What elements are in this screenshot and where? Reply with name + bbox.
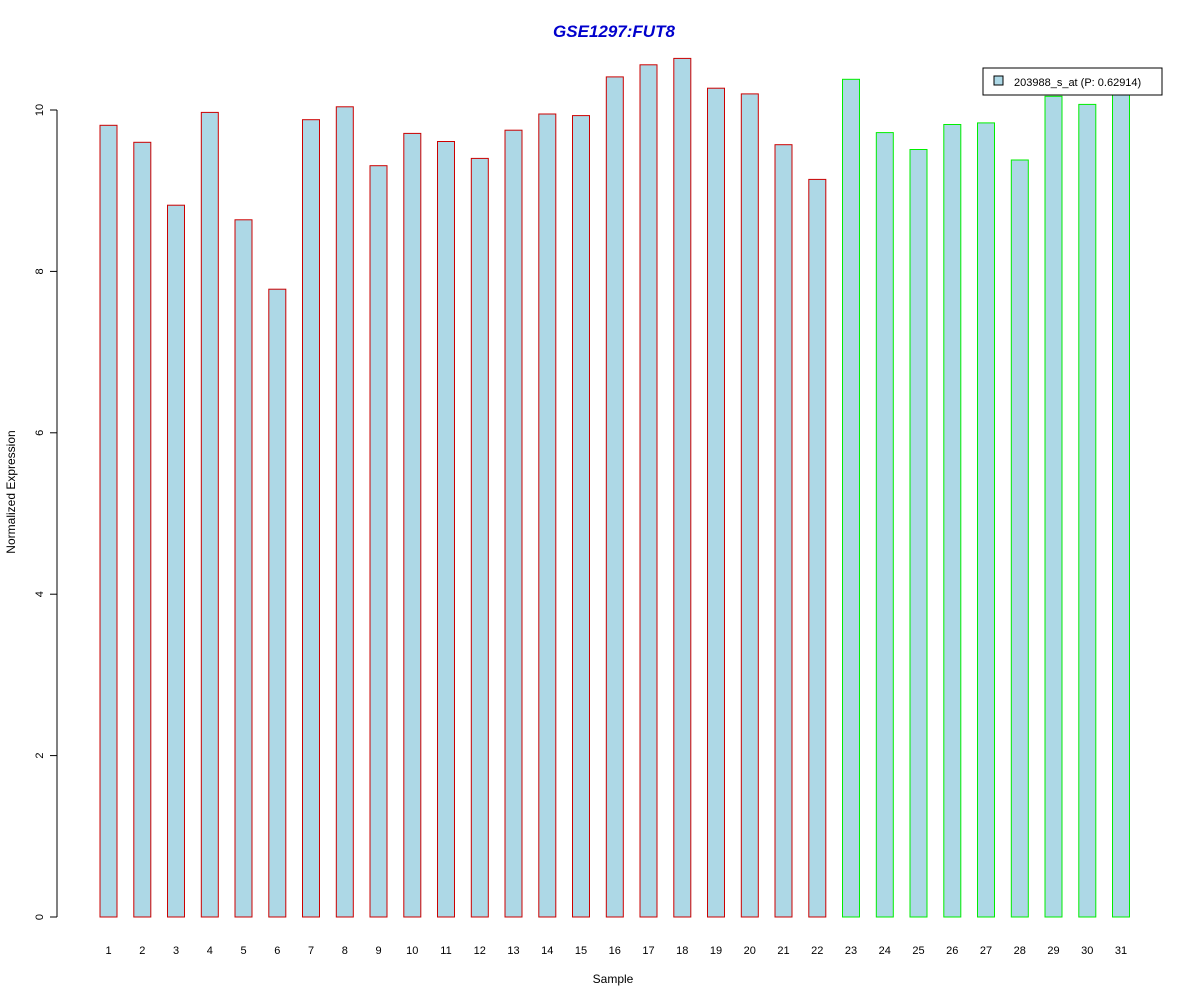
x-tick-label: 30 (1081, 945, 1093, 957)
bar-sample-11 (437, 141, 455, 918)
bar-sample-18 (673, 57, 692, 918)
x-tick-label: 24 (879, 945, 891, 957)
x-tick-label: 21 (777, 945, 789, 957)
x-tick-label: 11 (440, 945, 451, 957)
x-tick-label: 25 (912, 945, 924, 957)
x-tick-label: 20 (744, 945, 756, 957)
bar-sample-25 (909, 149, 928, 918)
x-tick-label: 13 (507, 945, 519, 957)
bar-sample-6 (268, 288, 287, 918)
x-tick-label: 19 (710, 945, 722, 957)
bar-sample-28 (1010, 159, 1029, 918)
x-tick-label: 7 (308, 945, 314, 957)
bar-sample-16 (605, 76, 624, 918)
legend-swatch (993, 75, 1004, 86)
x-tick-label: 2 (139, 945, 145, 957)
y-tick-label: 4 (34, 591, 46, 597)
legend-label: 203988_s_at (P: 0.62914) (1014, 77, 1141, 89)
bar-sample-5 (234, 219, 253, 918)
bar-sample-4 (200, 111, 219, 918)
x-tick-label: 12 (474, 945, 486, 957)
legend: 203988_s_at (P: 0.62914) (982, 67, 1163, 96)
x-tick-label: 3 (173, 945, 179, 957)
bar-sample-20 (740, 93, 759, 918)
bar-sample-10 (403, 132, 422, 918)
x-tick-label: 23 (845, 945, 857, 957)
chart-title: GSE1297:FUT8 (553, 22, 675, 41)
bar-sample-13 (504, 129, 523, 918)
x-tick-label: 1 (105, 945, 111, 957)
bar-sample-14 (538, 113, 557, 918)
x-tick-label: 6 (274, 945, 280, 957)
x-tick-label: 5 (240, 945, 246, 957)
x-tick-label: 17 (642, 945, 654, 957)
bar-sample-7 (302, 119, 320, 918)
y-axis-label: Normalized Expression (4, 430, 18, 553)
bar-sample-17 (639, 64, 658, 918)
y-tick-label: 0 (34, 914, 46, 920)
y-tick-label: 6 (34, 430, 46, 436)
bar-sample-24 (875, 132, 894, 918)
x-tick-label: 29 (1047, 945, 1059, 957)
bar-sample-30 (1078, 103, 1097, 918)
bar-sample-22 (808, 178, 827, 918)
x-tick-label: 18 (676, 945, 688, 957)
y-tick-label: 2 (34, 753, 46, 759)
bar-sample-1 (99, 124, 118, 918)
y-tick-label: 10 (34, 104, 46, 116)
bar-sample-31 (1112, 91, 1130, 918)
legend-box (982, 67, 1163, 96)
x-tick-label: 31 (1115, 945, 1127, 957)
x-tick-label: 15 (575, 945, 587, 957)
bar-sample-9 (369, 165, 388, 918)
x-tick-label: 28 (1014, 945, 1026, 957)
bar-sample-12 (470, 157, 489, 918)
x-axis-label: Sample (593, 972, 634, 986)
x-tick-label: 16 (609, 945, 621, 957)
x-tick-label: 9 (375, 945, 381, 957)
x-tick-labels: 1 2 3 4 5 6 7 8 9 10 11 12 13 14 15 16 17 18 19 20 21 22 23 24 2… (105, 945, 1127, 957)
x-tick-label: 4 (207, 945, 213, 957)
bar-sample-2 (133, 141, 152, 918)
x-tick-label: 10 (406, 945, 418, 957)
bar-sample-15 (572, 115, 590, 918)
x-tick-label: 26 (946, 945, 958, 957)
bar-sample-27 (977, 122, 995, 918)
x-tick-label: 14 (541, 945, 553, 957)
bar-sample-23 (842, 78, 860, 918)
bar-sample-8 (335, 106, 354, 918)
bar-sample-3 (167, 204, 185, 918)
x-tick-label: 27 (980, 945, 992, 957)
x-tick-label: 8 (342, 945, 348, 957)
x-tick-label: 22 (811, 945, 823, 957)
bar-sample-21 (774, 144, 793, 918)
bars-group (99, 57, 1130, 918)
bar-sample-19 (707, 87, 725, 918)
y-axis: 0 2 4 6 8 10 (34, 104, 58, 920)
bar-sample-26 (943, 124, 962, 918)
y-tick-label: 8 (34, 268, 46, 274)
bar-sample-29 (1044, 95, 1063, 918)
